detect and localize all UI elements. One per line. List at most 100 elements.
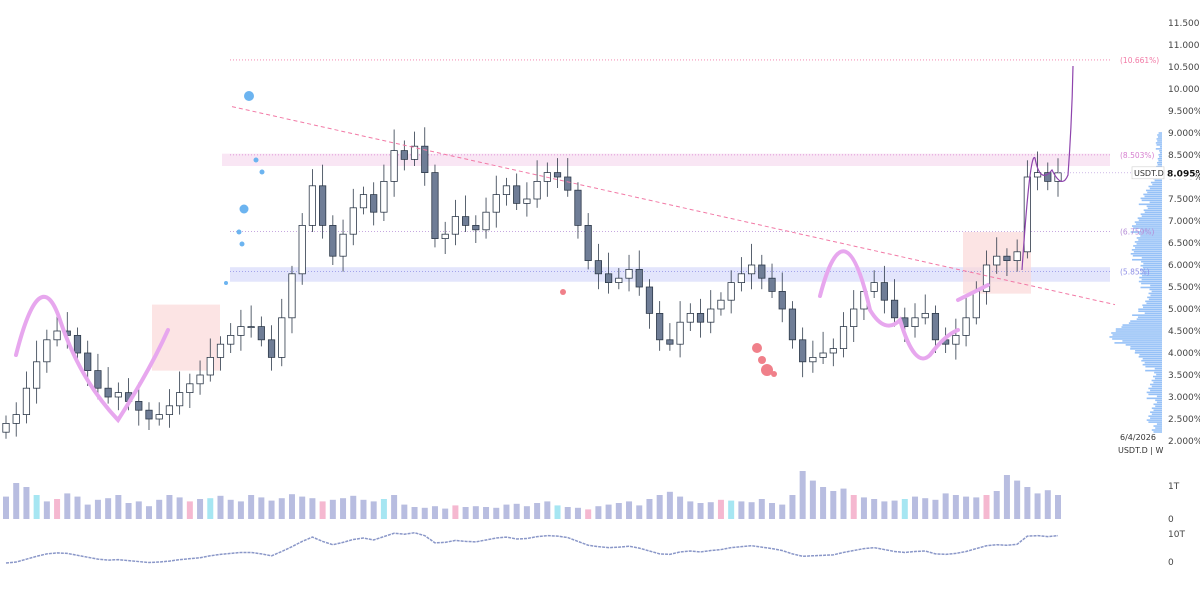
candle-body — [727, 282, 735, 301]
candle-body — [400, 150, 408, 160]
profile-bar — [1142, 357, 1162, 360]
candle-body — [216, 343, 225, 358]
profile-bar — [1138, 219, 1162, 221]
volume-bar — [431, 506, 438, 519]
volume-bar — [860, 497, 867, 519]
candle-body — [298, 224, 306, 275]
profile-bar — [1140, 213, 1162, 215]
profile-bar — [1157, 134, 1162, 136]
volume-bar — [677, 496, 684, 519]
profile-bar — [1137, 217, 1162, 219]
profile-bar — [1134, 221, 1162, 223]
profile-bar — [1121, 326, 1162, 328]
volume-bar — [227, 499, 234, 519]
candle-body — [635, 268, 643, 288]
candle-body — [1033, 172, 1042, 178]
profile-bar — [1141, 359, 1162, 362]
candle-body — [890, 299, 899, 319]
signal-dot — [253, 157, 259, 163]
trendline — [231, 106, 1116, 306]
candle-body — [2, 422, 10, 433]
profile-bar — [1132, 254, 1162, 257]
profile-bar — [1130, 346, 1162, 348]
volume-bar — [809, 480, 816, 519]
candle-body — [308, 185, 317, 226]
candle-body — [696, 312, 705, 323]
resistance-zone — [222, 153, 1110, 166]
zones-layer — [152, 59, 1110, 371]
profile-bar — [1143, 209, 1162, 212]
candle-body — [839, 326, 848, 350]
profile-bar — [1125, 344, 1162, 346]
signal-dot — [771, 371, 777, 377]
profile-bar — [1155, 399, 1162, 402]
volume-bar — [105, 498, 112, 519]
volume-bar — [54, 499, 61, 519]
profile-bar — [1157, 163, 1162, 166]
price-tick-label: 5.000% — [1168, 305, 1200, 315]
profile-bar — [1158, 132, 1162, 134]
volume-tick-label: 0 — [1168, 515, 1174, 525]
candle-body — [605, 273, 613, 283]
volume-bar — [840, 488, 847, 519]
volume-bar — [94, 499, 101, 519]
support-zone — [230, 267, 1110, 282]
candle-body — [482, 211, 490, 231]
volume-bar — [881, 501, 888, 519]
profile-bar — [1144, 361, 1162, 364]
candle-body — [717, 299, 725, 310]
symbol-interval-label: USDT.D | W — [1118, 446, 1164, 455]
volume-bar — [197, 499, 204, 519]
signal-dot — [752, 343, 762, 353]
profile-bar — [1141, 256, 1162, 259]
volume-bar — [145, 506, 152, 519]
profile-bar — [1142, 363, 1162, 366]
profile-bar — [1140, 268, 1162, 271]
candle-body — [533, 180, 541, 200]
level-label: (5.85%) — [1120, 268, 1150, 277]
profile-bar — [1153, 375, 1162, 378]
profile-bar — [1150, 294, 1162, 297]
profile-bar — [1138, 203, 1162, 206]
candle-body — [829, 348, 837, 354]
profile-bar — [1148, 292, 1162, 295]
profile-bar — [1150, 389, 1162, 392]
profile-bar — [1137, 316, 1162, 318]
profile-bar — [1148, 421, 1162, 423]
volume-bar — [922, 498, 929, 519]
profile-bar — [1141, 282, 1162, 285]
volume-bar — [278, 498, 285, 519]
profile-bar — [1157, 136, 1162, 138]
volume-bar — [401, 504, 408, 519]
volume-bar — [33, 495, 40, 519]
candle-body — [247, 326, 255, 329]
candle-body — [359, 194, 368, 209]
profile-bar — [1148, 298, 1162, 301]
profile-bar — [1135, 350, 1162, 352]
candle-body — [380, 180, 388, 213]
profile-bar — [1153, 431, 1162, 433]
candle-body — [165, 405, 174, 415]
volume-bar — [973, 497, 980, 519]
profile-bar — [1147, 191, 1162, 194]
price-tick-label: 4.500% — [1168, 327, 1200, 337]
price-tick-label: 7.500% — [1168, 195, 1200, 205]
volume-bar — [574, 507, 581, 519]
profile-bar — [1156, 401, 1162, 404]
profile-bar — [1151, 385, 1162, 388]
candle-body — [850, 308, 858, 328]
volume-bar — [503, 504, 510, 519]
candle-body — [472, 224, 480, 231]
volume-bar — [237, 501, 244, 519]
volume-bar — [707, 502, 714, 519]
profile-bar — [1133, 227, 1162, 229]
volume-bar — [288, 494, 295, 519]
signal-dot — [224, 281, 228, 285]
candle-body — [911, 317, 919, 327]
candle-body — [768, 277, 776, 292]
candle-body — [564, 176, 572, 191]
profile-bar — [1141, 260, 1162, 263]
candle-body — [1013, 251, 1021, 262]
volume-bar — [656, 495, 663, 519]
